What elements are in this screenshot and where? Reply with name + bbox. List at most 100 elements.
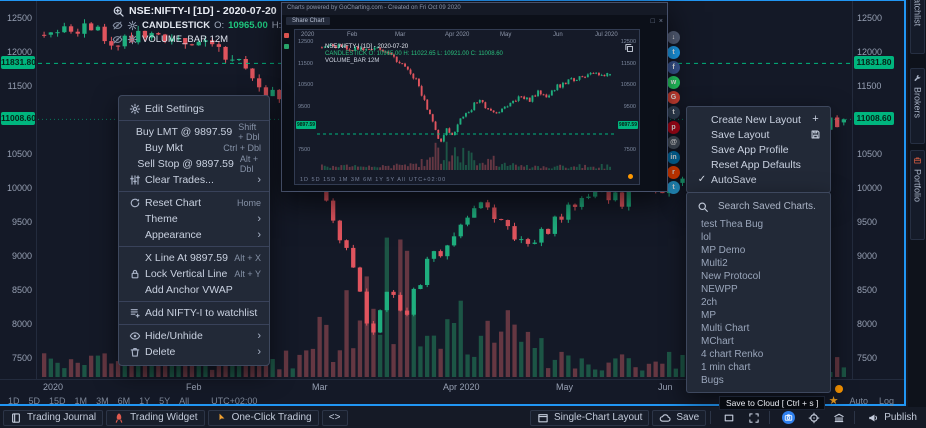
twitter-icon[interactable]: t (667, 46, 680, 59)
facebook-icon[interactable]: f (667, 61, 680, 74)
pinterest-icon[interactable]: p (667, 121, 680, 134)
saved-chart-item[interactable]: MP Demo (701, 245, 746, 256)
scale-auto-button[interactable]: Auto (849, 395, 868, 406)
menu-item-label: Clear Trades... (145, 174, 214, 186)
saved-chart-item[interactable]: Multi2 (701, 258, 728, 269)
bottom-button-bank-icon[interactable] (828, 410, 850, 426)
visibility-toggle-icon[interactable] (112, 20, 123, 31)
saved-chart-item[interactable]: Multi Chart (701, 323, 750, 334)
time-axis-label: Mar (312, 382, 328, 392)
menu-item[interactable]: Hide/Unhide › (119, 328, 269, 344)
menu-item[interactable]: Delete › (119, 344, 269, 360)
share-chart-tab[interactable]: Share Chart (286, 17, 331, 25)
download-icon[interactable]: ↓ (667, 31, 680, 44)
visibility-toggle-icon[interactable] (112, 34, 123, 45)
eye-icon (129, 330, 141, 342)
menu-item[interactable]: Theme › (119, 211, 269, 227)
timezone-label[interactable]: UTC+02:00 (211, 395, 258, 406)
popup-close-icon[interactable]: × (658, 17, 663, 25)
bottom-button-rectangle-icon[interactable] (718, 410, 740, 426)
bottom-button-label: Publish (884, 412, 917, 423)
range-button-5y[interactable]: 5Y (159, 395, 171, 406)
saved-chart-item[interactable]: 4 chart Renko (701, 349, 764, 360)
saved-chart-item[interactable]: 2ch (701, 297, 718, 308)
menu-item[interactable]: Reset Chart Home (119, 195, 269, 211)
time-axis[interactable]: 2020 Feb Mar Apr 2020 May Jun (0, 382, 904, 394)
saved-chart-item[interactable]: Bugs (701, 375, 724, 386)
layout-menu-item[interactable]: Save Layout (687, 127, 830, 142)
time-axis-label: Jun (658, 382, 673, 392)
linkedin-icon[interactable]: in (667, 151, 680, 164)
range-button-all[interactable]: All (179, 395, 190, 406)
layout-menu-item[interactable]: ✓ AutoSave (687, 172, 830, 187)
menu-item[interactable]: Lock Vertical Line Alt + Y (119, 266, 269, 282)
sidebar-tab-watchlist[interactable]: Watchlist (910, 0, 925, 54)
saved-chart-item[interactable]: New Protocol (701, 271, 761, 282)
mini-volume-legend: VOLUME_BAR 12M (325, 58, 380, 64)
notification-dot[interactable] (835, 385, 843, 393)
range-button-1y[interactable]: 1Y (139, 395, 151, 406)
menu-item-label: Add Anchor VWAP (145, 284, 233, 296)
layout-menu-item[interactable]: Reset App Defaults (687, 157, 830, 172)
menu-item[interactable]: Edit Settings (119, 101, 269, 117)
google-plus-icon[interactable]: G (667, 91, 680, 104)
mini-tab-green-icon (284, 44, 289, 49)
bottom-button-trading-widget[interactable]: Trading Widget (106, 409, 205, 426)
high-label: H: (271, 19, 282, 31)
range-button-3m[interactable]: 3M (96, 395, 109, 406)
menu-item[interactable]: Appearance › (119, 227, 269, 243)
saved-chart-item[interactable]: MChart (701, 336, 734, 347)
bottom-button-publish[interactable]: Publish (862, 410, 922, 426)
open-value: 10965.00 (228, 19, 268, 31)
range-button-5d[interactable]: 5D (28, 395, 41, 406)
menu-item[interactable]: Add Anchor VWAP (119, 282, 269, 298)
menu-item[interactable]: Buy Mkt Ctrl + Dbl (119, 140, 269, 156)
menu-item[interactable]: X Line At 9897.59 Alt + X (119, 250, 269, 266)
gear-icon[interactable] (127, 34, 138, 45)
mini-range-toolbar: 1D 5D 15D 1M 3M 6M 1Y 5Y All UTC+02:00 (300, 177, 447, 183)
saved-chart-item[interactable]: NEWPP (701, 284, 738, 295)
telegram-icon[interactable]: t (667, 181, 680, 194)
saved-chart-item[interactable]: test Thea Bug (701, 219, 764, 230)
bottom-button-one-click-trading[interactable]: One-Click Trading (207, 409, 319, 426)
saved-charts-search-input[interactable] (716, 200, 822, 213)
popup-restore-icon[interactable]: □ (650, 17, 655, 25)
saved-chart-item[interactable]: MP (701, 310, 716, 321)
menu-item[interactable]: Add NIFTY-I to watchlist (119, 305, 269, 321)
saved-chart-item[interactable]: 1 min chart (701, 362, 751, 373)
range-button-15d[interactable]: 15D (49, 395, 66, 406)
reddit-icon[interactable]: r (667, 166, 680, 179)
share-window-title: Charts powered by GoCharting.com - Creat… (282, 3, 667, 15)
menu-item[interactable]: Sell Stop @ 9897.59 Alt + Dbl (119, 154, 269, 174)
chart-context-menu: Edit Settings Buy LMT @ 9897.59 Shift + Db… (118, 95, 270, 366)
range-button-6m[interactable]: 6M (117, 395, 131, 406)
range-button-1d[interactable]: 1D (8, 395, 20, 406)
gear-icon[interactable] (127, 20, 138, 31)
bottom-button-fullscreen-icon[interactable] (743, 410, 765, 426)
menu-item-shortcut: Alt + X (234, 253, 261, 263)
range-button-1m[interactable]: 1M (74, 395, 88, 406)
menu-item[interactable]: Clear Trades... › (119, 172, 269, 188)
layout-menu-item[interactable]: Save App Profile (687, 142, 830, 157)
saved-charts-list: test Thea Bug lol MP Demo Multi2 New Protoco… (687, 218, 830, 387)
code-icon: <> (328, 412, 341, 423)
whatsapp-icon[interactable]: w (667, 76, 680, 89)
bottom-button-code-icon[interactable]: <> (321, 409, 348, 426)
saved-chart-item[interactable]: lol (701, 232, 712, 243)
menu-item[interactable]: Buy LMT @ 9897.59 Shift + Dbl (119, 122, 269, 142)
sidebar-tab-portfolio[interactable]: Portfolio (910, 150, 925, 240)
bottom-button-target-icon[interactable] (803, 410, 825, 426)
zoom-in-icon[interactable] (112, 5, 125, 18)
scale-log-button[interactable]: Log (878, 395, 894, 406)
copy-icon[interactable] (624, 43, 634, 53)
layout-menu-item[interactable]: Create New Layout + (687, 112, 830, 127)
email-icon[interactable]: @ (667, 136, 680, 149)
favorite-star-icon[interactable]: ★ (828, 395, 839, 407)
tumblr-icon[interactable]: t (667, 106, 680, 119)
share-chart-window[interactable]: Charts powered by GoCharting.com - Creat… (281, 2, 668, 192)
sidebar-tab-brokers[interactable]: Brokers (910, 68, 925, 144)
bottom-button-trading-journal[interactable]: Trading Journal (3, 409, 104, 426)
bottom-button-single-chart-layout[interactable]: Single-Chart Layout (530, 409, 650, 426)
bottom-button-camera-icon[interactable] (777, 410, 800, 426)
bottom-button-save[interactable]: Save (652, 409, 707, 426)
